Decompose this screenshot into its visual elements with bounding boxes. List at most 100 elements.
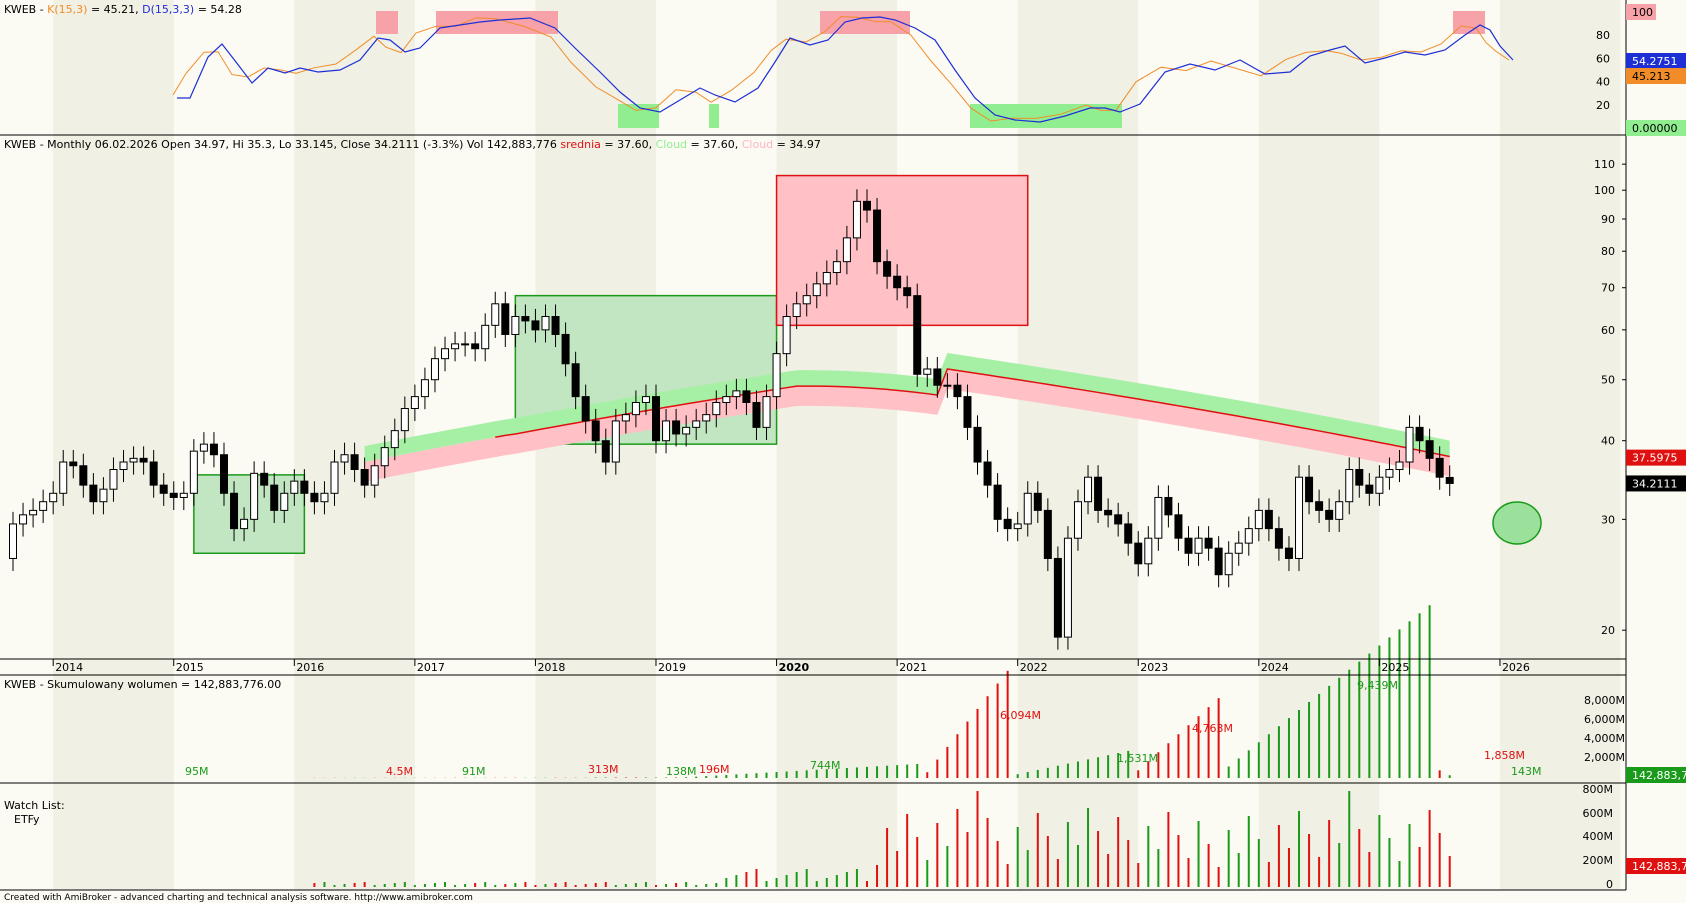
cumvol-bar-101 <box>1026 772 1029 778</box>
watch-bar-61 <box>624 884 627 887</box>
year-label-2017: 2017 <box>417 661 445 674</box>
stoch-k-badge: 45.213 <box>1626 68 1686 84</box>
price-avg-badge-bg <box>1626 449 1686 466</box>
candle-body <box>1355 469 1364 486</box>
candle-82 <box>832 249 841 286</box>
cumvol-bar-127 <box>1287 718 1290 778</box>
watch-bar-34 <box>353 883 356 887</box>
candle-81 <box>822 260 831 297</box>
cumulative-volume-bars <box>313 605 1451 778</box>
watch-bar-130 <box>1318 857 1321 887</box>
watch-bar-33 <box>343 884 346 887</box>
candle-body <box>109 469 118 490</box>
watch-last-badge-text: 142,883,7 <box>1632 860 1686 873</box>
candle-body <box>551 316 560 335</box>
candle-body <box>762 396 771 428</box>
stoch-tick-20: 20 <box>1596 99 1610 112</box>
candle-body <box>842 237 851 263</box>
target-ellipse <box>1492 501 1542 545</box>
watch-bar-53 <box>544 884 547 887</box>
stoch-k-line <box>172 16 1510 122</box>
candle-28 <box>290 469 299 506</box>
x-axis-years: 2014 2015 2016 2017 2018 2019 2020 2021 2022 2023… <box>52 659 1530 674</box>
candle-100 <box>1013 511 1022 542</box>
watch-bar-40 <box>413 885 416 887</box>
candle-body <box>410 396 419 410</box>
candle-104 <box>1053 546 1062 650</box>
candle-89 <box>903 275 912 309</box>
candle-17 <box>179 481 188 511</box>
candle-body <box>199 443 208 452</box>
stoch-d-value: = 54.28 <box>198 3 242 16</box>
watch-tick-4: 0 <box>1606 878 1613 891</box>
candle-136 <box>1375 465 1384 506</box>
candle-body <box>1395 461 1404 471</box>
candle-body <box>1194 537 1203 554</box>
candle-body <box>1305 476 1314 503</box>
watchlist-item: ETFy <box>14 813 40 826</box>
watch-bar-60 <box>614 885 617 887</box>
candle-body <box>9 523 17 559</box>
candle-body <box>471 343 480 350</box>
watch-bar-104 <box>1056 859 1059 887</box>
candle-77 <box>782 304 791 367</box>
candle-body <box>792 303 801 318</box>
watch-bar-110 <box>1117 817 1120 887</box>
candle-80 <box>812 271 821 309</box>
watch-bar-138 <box>1398 861 1401 887</box>
stoch-top-badge-text: 100 <box>1632 6 1653 19</box>
cumvol-bar-125 <box>1267 734 1270 778</box>
watch-bar-59 <box>604 882 607 887</box>
candle-102 <box>1033 481 1042 523</box>
candle-body <box>481 324 490 350</box>
candle-41 <box>420 367 429 410</box>
watch-bar-66 <box>675 883 678 887</box>
watch-bar-37 <box>383 884 386 887</box>
candle-76 <box>772 341 781 410</box>
watch-bar-113 <box>1147 826 1150 887</box>
candle-1 <box>19 502 28 537</box>
volume-annotation-0: 95M <box>185 765 209 778</box>
candle-body <box>631 401 640 416</box>
srednia-label: srednia <box>560 138 601 151</box>
zone-box-0 <box>193 474 306 555</box>
price-tick-60: 60 <box>1601 324 1615 337</box>
cumvol-bar-131 <box>1328 685 1331 778</box>
stoch-top-badge-bg <box>1626 4 1656 20</box>
stoch-tick-40: 40 <box>1596 76 1610 89</box>
watch-bar-143 <box>1448 856 1451 887</box>
watch-bar-116 <box>1177 835 1180 887</box>
candle-121 <box>1224 541 1233 588</box>
cumvol-bar-113 <box>1147 761 1150 778</box>
cumvol-bar-106 <box>1076 761 1079 778</box>
watch-bar-79 <box>805 869 808 887</box>
cumvol-bar-74 <box>755 773 758 778</box>
cumvol-bar-114 <box>1157 752 1160 778</box>
cumvol-bar-77 <box>785 771 788 778</box>
cloud-green-label: Cloud <box>656 138 687 151</box>
candle-112 <box>1134 531 1143 577</box>
candle-117 <box>1184 526 1193 566</box>
candle-body <box>812 283 821 297</box>
watch-bar-98 <box>996 841 999 887</box>
candle-129 <box>1305 465 1314 515</box>
candle-body <box>1264 509 1273 530</box>
watchlist-title: Watch List: <box>4 799 65 812</box>
candle-body <box>260 472 269 486</box>
candle-128 <box>1295 465 1304 572</box>
candle-body <box>1114 514 1123 525</box>
candle-body <box>380 447 389 467</box>
candle-body <box>1435 457 1444 478</box>
candle-78 <box>792 291 801 330</box>
candle-body <box>1164 496 1173 516</box>
candle-body <box>862 200 871 211</box>
candle-38 <box>390 418 399 461</box>
cumvol-bar-110 <box>1117 753 1120 778</box>
candle-body <box>1033 492 1042 511</box>
volume-tick-3: 2,000M <box>1584 751 1625 764</box>
candle-135 <box>1365 473 1374 506</box>
candle-118 <box>1194 526 1203 566</box>
cumvol-bar-84 <box>855 767 858 778</box>
axis-labels: 80 60 40 20 110 100 90 80 70 60 50 40 30 20 8,000M 6,00… <box>1583 29 1626 891</box>
candle-body <box>370 465 379 486</box>
